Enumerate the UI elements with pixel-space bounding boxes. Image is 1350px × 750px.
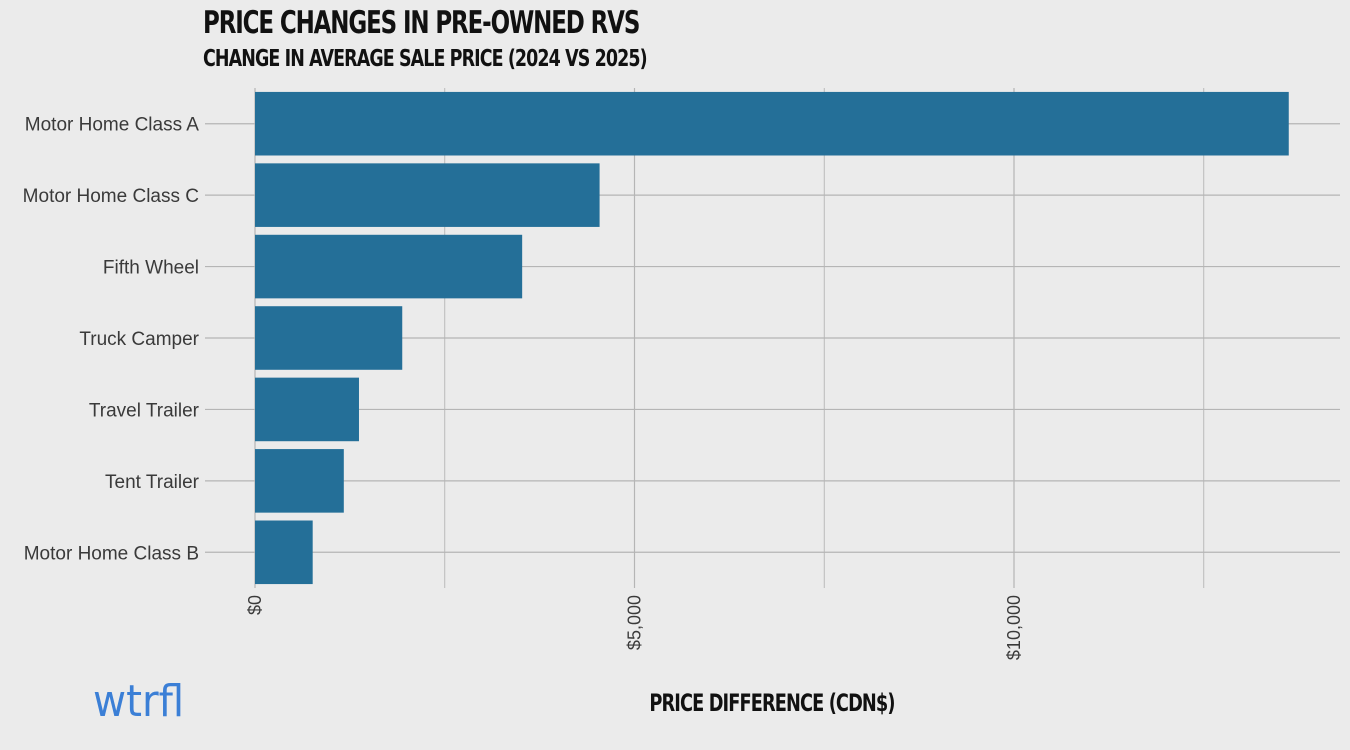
bar [255, 234, 523, 299]
x-tick-label: $0 [245, 595, 265, 615]
category-label: Motor Home Class A [25, 115, 200, 136]
bar [255, 91, 1289, 156]
chart-title: PRICE CHANGES IN PRE-OWNED RVS [203, 5, 640, 41]
category-label: Travel Trailer [89, 400, 200, 421]
x-tick-label: $5,000 [625, 595, 645, 650]
x-tick-labels: $0 $5,000 $10,000 [245, 595, 1024, 660]
x-tick-label: $10,000 [1004, 595, 1024, 660]
bar [255, 163, 600, 227]
bars [255, 91, 1289, 585]
category-label: Motor Home Class B [24, 543, 199, 564]
bar [255, 377, 359, 442]
category-labels: Motor Home Class A Motor Home Class C Fift… [23, 115, 200, 565]
category-label: Tent Trailer [105, 472, 200, 493]
x-axis-label: PRICE DIFFERENCE (CDN$) [649, 689, 895, 717]
chart-subtitle: CHANGE IN AVERAGE SALE PRICE (2024 VS 20… [203, 46, 648, 72]
bar [255, 520, 313, 585]
category-label: Motor Home Class C [23, 186, 199, 207]
bar [255, 306, 403, 370]
category-label: Truck Camper [79, 329, 199, 350]
brand-logo: wtrfl [93, 676, 185, 727]
category-label: Fifth Wheel [103, 258, 199, 279]
bar [255, 449, 344, 513]
